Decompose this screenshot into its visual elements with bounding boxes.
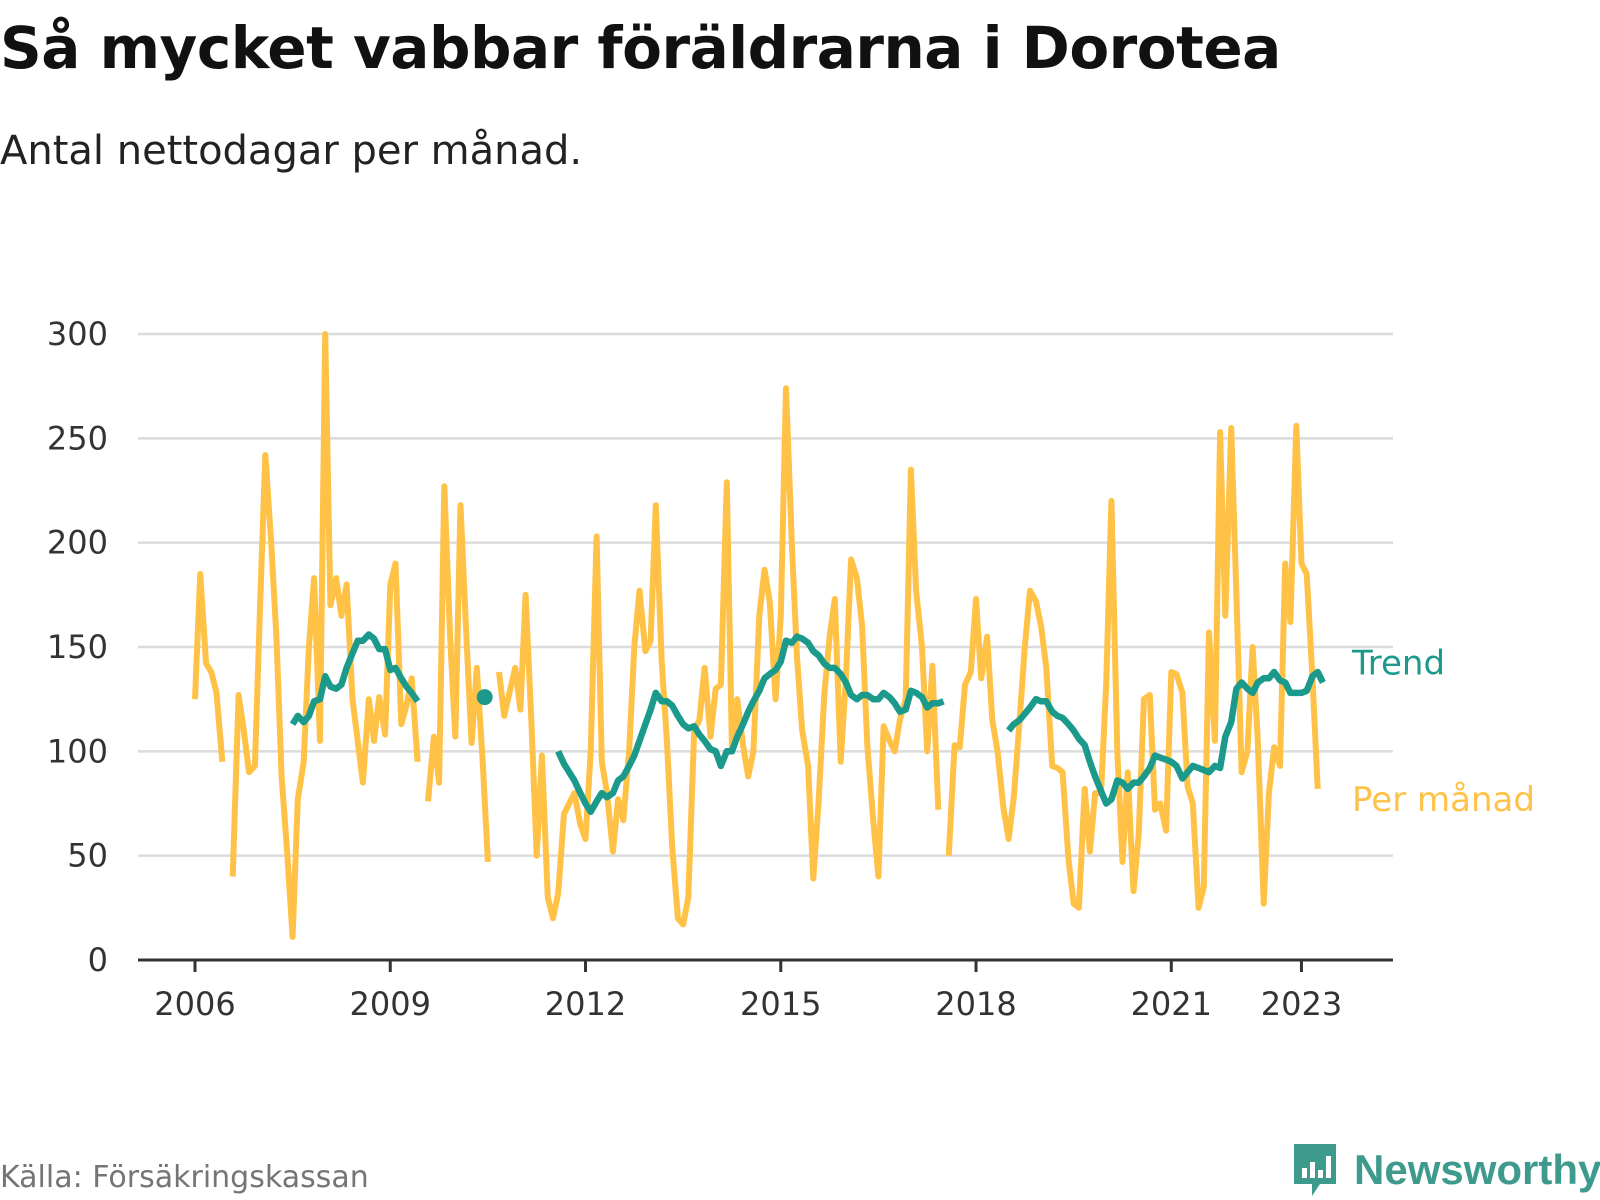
y-axis-ticks: 0 50 100 150 200 250 300 (47, 315, 108, 979)
x-tick-label: 2023 (1261, 985, 1342, 1023)
series-line-per-month (496, 385, 942, 928)
x-tick-label: 2015 (740, 985, 821, 1023)
x-tick-label: 2021 (1131, 985, 1212, 1023)
series-line-per-month (229, 331, 421, 940)
y-tick-label: 0 (88, 941, 108, 979)
y-tick-label: 150 (47, 628, 108, 666)
x-tick-label: 2009 (350, 985, 431, 1023)
series-labels: Per månad Trend (1351, 643, 1535, 819)
y-tick-label: 50 (67, 837, 108, 875)
series-line-per-month (192, 571, 226, 763)
series-label-trend: Trend (1351, 643, 1445, 683)
bar-chart-speech-bubble-icon (1294, 1144, 1336, 1196)
series-line-trend (555, 633, 945, 816)
series-lines (192, 331, 1326, 940)
series-line-per-month (425, 483, 491, 863)
grid-lines (138, 332, 1393, 857)
series-line-per-month (945, 422, 1321, 911)
source-note: Källa: Försäkringskassan (0, 1160, 369, 1195)
brand-logo: Newsworthy (1290, 1140, 1600, 1200)
chart-title: Så mycket vabbar föräldrarna i Dorotea (0, 14, 1281, 82)
series-line-trend (1006, 668, 1326, 807)
y-tick-label: 200 (47, 524, 108, 562)
y-tick-label: 250 (47, 419, 108, 457)
x-tick-label: 2018 (935, 985, 1016, 1023)
chart-subtitle: Antal nettodagar per månad. (0, 128, 583, 174)
series-point (476, 689, 493, 706)
x-axis-ticks: 2006 2009 2012 2015 2018 2021 2023 (154, 960, 1342, 1023)
series-line-trend (289, 631, 421, 726)
series-label-per-month: Per månad (1352, 780, 1535, 820)
brand-name: Newsworthy (1354, 1146, 1600, 1193)
x-tick-label: 2012 (545, 985, 626, 1023)
y-tick-label: 300 (47, 315, 108, 353)
y-tick-label: 100 (47, 732, 108, 770)
x-tick-label: 2006 (154, 985, 235, 1023)
